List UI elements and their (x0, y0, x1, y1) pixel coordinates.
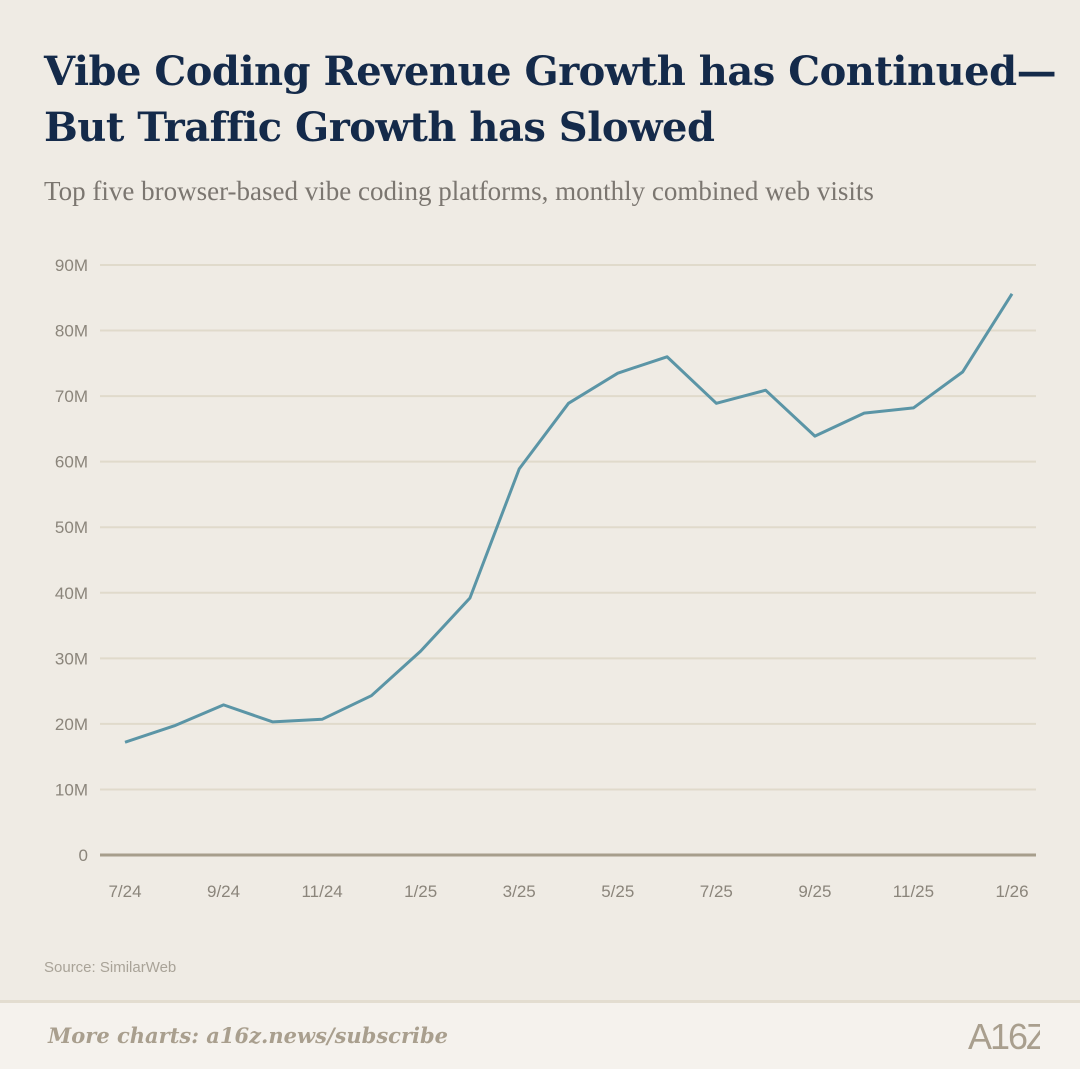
y-tick-label: 0 (79, 846, 88, 865)
y-tick-label: 40M (55, 584, 88, 603)
x-tick-label: 7/25 (700, 882, 733, 901)
x-tick-label: 1/25 (404, 882, 437, 901)
chart-title: Vibe Coding Revenue Growth has Continued… (44, 44, 1056, 156)
x-tick-label: 11/25 (893, 882, 934, 901)
title-line-2: But Traffic Growth has Slowed (44, 104, 714, 151)
svg-text:A16Z: A16Z (968, 1016, 1040, 1055)
y-tick-label: 20M (55, 715, 88, 734)
footer: More charts: a16z.news/subscribe A16Z (0, 1000, 1080, 1069)
x-tick-label: 1/26 (995, 882, 1028, 901)
source-note: Source: SimilarWeb (44, 959, 176, 976)
series-line-web-visits (125, 294, 1012, 742)
x-tick-label: 11/24 (301, 882, 342, 901)
title-line-1: Vibe Coding Revenue Growth has Continued… (44, 48, 1056, 95)
a16z-logo: A16Z (968, 1015, 1040, 1055)
y-tick-label: 70M (55, 387, 88, 406)
y-tick-label: 90M (55, 256, 88, 275)
more-charts-link[interactable]: More charts: a16z.news/subscribe (48, 1023, 448, 1048)
y-tick-label: 50M (55, 518, 88, 537)
y-tick-label: 30M (55, 649, 88, 668)
y-tick-label: 80M (55, 322, 88, 341)
x-tick-label: 9/25 (798, 882, 831, 901)
x-tick-label: 3/25 (503, 882, 536, 901)
y-tick-label: 10M (55, 780, 88, 799)
x-tick-label: 7/24 (108, 882, 141, 901)
y-tick-label: 60M (55, 453, 88, 472)
line-chart: 0 10M 20M 30M 40M 50M 60M 70M 80M 90M 7/24 9/24 11/2… (0, 240, 1080, 920)
x-tick-label: 9/24 (207, 882, 240, 901)
x-tick-label: 5/25 (601, 882, 634, 901)
chart-subtitle: Top five browser-based vibe coding platf… (44, 176, 874, 207)
